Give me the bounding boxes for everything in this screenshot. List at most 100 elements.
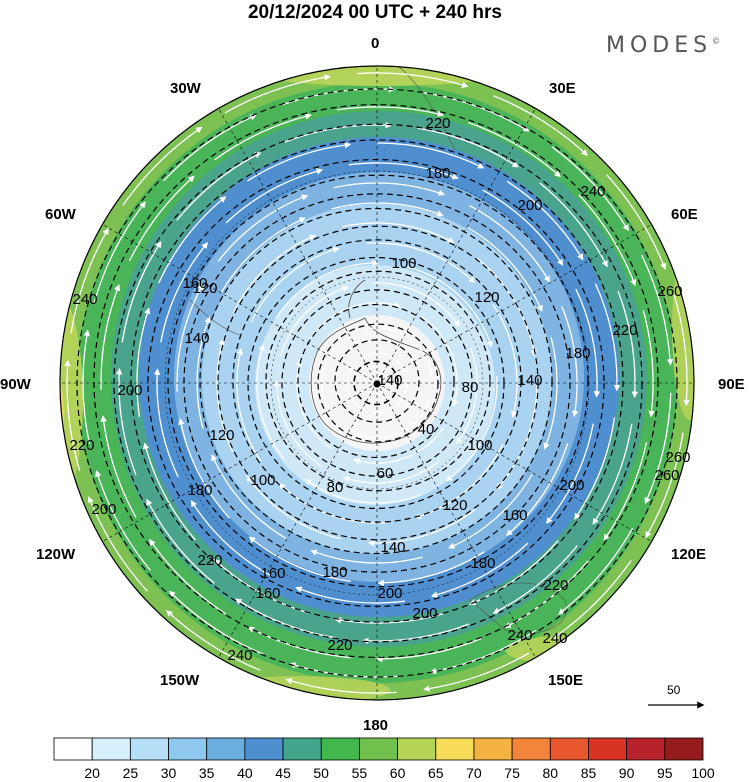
streamline <box>493 95 588 156</box>
height-contour <box>130 139 624 623</box>
streamline <box>594 283 621 392</box>
streamline <box>247 141 352 182</box>
antarctica-coastline <box>310 317 442 444</box>
streamline <box>235 598 337 639</box>
contour-label: 220 <box>612 322 637 339</box>
height-contour <box>217 225 539 541</box>
streamline <box>617 290 639 399</box>
contour-label: 60 <box>377 465 394 482</box>
lon-label-0: 0 <box>371 35 380 52</box>
lon-label-90e: 90E <box>718 376 745 393</box>
contour-label: 240 <box>580 183 605 200</box>
colorbar-tick-label: 95 <box>657 765 673 781</box>
streamline <box>574 417 616 520</box>
streamline <box>87 496 148 592</box>
streamline <box>372 382 408 417</box>
colorbar-swatch <box>282 737 322 761</box>
colorbar-tick-label: 25 <box>122 765 139 781</box>
streamline <box>476 257 537 357</box>
streamline <box>407 266 493 348</box>
contour-label: 120 <box>474 289 499 306</box>
colorbar-swatch <box>549 737 589 761</box>
streamline <box>575 288 601 398</box>
streamline <box>166 610 261 671</box>
contour-label: 260 <box>654 467 679 484</box>
lon-label-120e: 120E <box>671 546 707 563</box>
lon-label-120w: 120W <box>36 546 76 563</box>
streamline <box>275 259 379 319</box>
lon-label-30e: 30E <box>549 80 576 97</box>
streamline <box>225 168 324 224</box>
streamline <box>361 352 406 372</box>
streamline <box>280 285 350 357</box>
contour-label: 240 <box>542 630 567 647</box>
streamline <box>211 454 287 539</box>
streamline <box>149 538 227 615</box>
height-contour <box>147 158 605 608</box>
contour-label: 200 <box>377 585 402 602</box>
reference-vector-label: 50 <box>667 683 681 697</box>
brand-logo: MODES© <box>606 33 720 58</box>
streamline <box>375 637 482 663</box>
streamline <box>364 327 435 378</box>
colorbar-tick-label: 40 <box>237 765 253 781</box>
contour-label: 100 <box>391 255 416 272</box>
height-contour <box>281 289 473 477</box>
height-contour <box>167 174 589 588</box>
lon-label-30w: 30W <box>170 80 201 97</box>
south-america-coastline <box>189 299 241 336</box>
streamline <box>136 307 151 417</box>
streamline <box>543 337 558 450</box>
streamline <box>423 652 530 692</box>
meridian <box>376 382 536 658</box>
streamline <box>645 432 684 539</box>
streamline <box>163 114 257 182</box>
streamline <box>642 310 655 418</box>
colorbar-swatch <box>359 737 398 761</box>
latitude-circle <box>164 170 590 596</box>
contour-label: 240 <box>72 291 97 308</box>
contour-label: 120 <box>192 280 217 297</box>
colorbar-swatch <box>473 737 513 761</box>
streamline <box>100 284 121 390</box>
contour-label: 180 <box>322 564 347 581</box>
streamline <box>492 304 518 418</box>
streamline <box>178 418 230 519</box>
contour-label: 140 <box>377 372 402 389</box>
colorbar-swatch <box>664 737 704 761</box>
streamline <box>93 201 146 304</box>
streamline <box>377 142 485 169</box>
meridian <box>376 382 652 542</box>
streamline <box>346 364 363 410</box>
colorbar-tick-label: 35 <box>198 765 215 781</box>
lon-label-180: 180 <box>363 717 389 734</box>
streamline <box>367 508 477 547</box>
colorbar-swatch <box>397 737 437 761</box>
streamline <box>482 189 564 266</box>
antarctic-peninsula-coastline <box>348 279 366 319</box>
streamline <box>295 359 333 450</box>
streamline <box>551 560 632 640</box>
colorbar-tick-label: 55 <box>351 765 368 781</box>
contour-label: 80 <box>327 479 344 496</box>
latitude-circle <box>270 276 484 490</box>
height-contour <box>93 104 659 658</box>
streamline <box>348 162 459 180</box>
streamline <box>372 282 460 327</box>
streamline <box>190 500 272 577</box>
streamline <box>505 443 569 536</box>
colorbar-tick-label: 30 <box>160 765 177 781</box>
streamline <box>673 294 690 407</box>
streamline <box>341 222 455 244</box>
colorbar-tick-label: 90 <box>618 765 635 781</box>
streamline <box>455 347 478 445</box>
contour-label: 140 <box>517 372 542 389</box>
meridian <box>218 108 378 384</box>
streamline <box>342 460 440 484</box>
colorbar-swatch <box>511 737 551 761</box>
streamline <box>158 196 227 284</box>
lon-label-60w: 60W <box>45 206 76 223</box>
contour-label: 180 <box>187 482 212 499</box>
